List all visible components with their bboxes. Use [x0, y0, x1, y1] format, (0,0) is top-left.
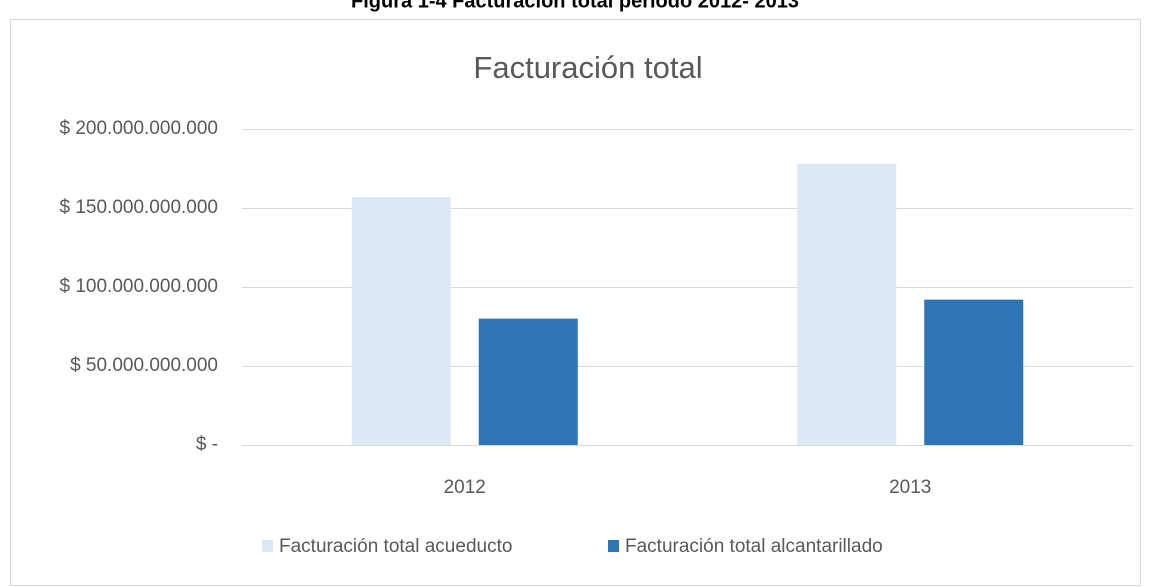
legend-label: Facturación total alcantarillado	[625, 536, 883, 557]
y-tick-label: $ 200.000.000.000	[60, 118, 219, 139]
x-tick-label: 2013	[889, 477, 931, 498]
x-tick-label: 2012	[444, 477, 486, 498]
bar	[924, 299, 1024, 445]
y-tick-label: $ 50.000.000.000	[70, 355, 218, 376]
bar	[478, 318, 578, 445]
legend-swatch	[262, 540, 273, 552]
legend-swatch	[608, 540, 619, 552]
figure-heading: Figura 1-4 Facturación total periodo 201…	[351, 0, 799, 12]
chart-title: Facturación total	[473, 50, 702, 85]
bar	[351, 196, 451, 445]
y-tick-label: $ 100.000.000.000	[60, 276, 219, 297]
y-tick-label: $ -	[196, 434, 218, 455]
y-tick-label: $ 150.000.000.000	[60, 197, 219, 218]
legend-label: Facturación total acueducto	[279, 536, 512, 557]
bar	[797, 163, 897, 445]
